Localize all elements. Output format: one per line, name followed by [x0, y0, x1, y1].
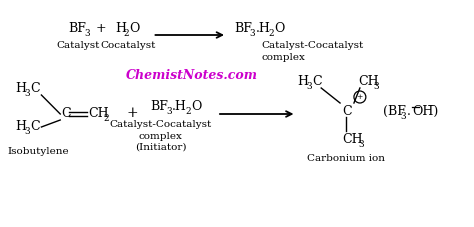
- Text: (Initiator): (Initiator): [135, 143, 186, 152]
- Text: +: +: [96, 22, 106, 35]
- Text: H: H: [16, 82, 27, 95]
- Text: 3: 3: [358, 140, 364, 149]
- Text: 2: 2: [185, 107, 191, 116]
- Text: +: +: [127, 106, 138, 120]
- Text: Catalyst: Catalyst: [56, 41, 100, 50]
- Text: BF: BF: [234, 22, 252, 35]
- Text: 3: 3: [84, 29, 90, 38]
- Text: CH: CH: [358, 75, 379, 88]
- Text: (BF: (BF: [383, 105, 406, 118]
- Text: complex: complex: [138, 132, 182, 141]
- Text: .H: .H: [173, 100, 187, 113]
- Text: C: C: [30, 82, 40, 95]
- Text: CH: CH: [342, 133, 363, 146]
- Text: 3: 3: [374, 82, 379, 91]
- Text: Isobutylene: Isobutylene: [8, 147, 69, 156]
- Text: C: C: [342, 105, 352, 118]
- Text: C: C: [61, 107, 71, 120]
- Text: Catalyst-Cocatalyst: Catalyst-Cocatalyst: [262, 41, 364, 50]
- Text: C: C: [30, 120, 40, 133]
- Text: +: +: [357, 93, 363, 101]
- Text: O: O: [130, 22, 140, 35]
- Text: 3: 3: [306, 82, 312, 91]
- Text: 3: 3: [25, 127, 30, 136]
- Text: CH: CH: [88, 107, 109, 120]
- Text: Carbonium ion: Carbonium ion: [307, 154, 385, 163]
- Text: .: .: [407, 105, 410, 118]
- Text: Cocatalyst: Cocatalyst: [100, 41, 155, 50]
- Text: C: C: [312, 75, 322, 88]
- Text: .H: .H: [255, 22, 271, 35]
- Text: 3: 3: [166, 107, 172, 116]
- Text: BF: BF: [151, 100, 168, 113]
- Text: H: H: [115, 22, 126, 35]
- Text: BF: BF: [68, 22, 86, 35]
- Text: −: −: [427, 103, 436, 111]
- Text: 3: 3: [25, 89, 30, 98]
- Text: 2: 2: [124, 29, 129, 38]
- Text: O: O: [274, 22, 285, 35]
- Text: ChemistNotes.com: ChemistNotes.com: [126, 69, 258, 82]
- Text: H: H: [297, 75, 309, 88]
- Text: Catalyst-Cocatalyst: Catalyst-Cocatalyst: [109, 120, 211, 129]
- Text: 3: 3: [250, 29, 255, 38]
- Text: O: O: [191, 100, 201, 113]
- Text: H: H: [16, 120, 27, 133]
- Text: 2: 2: [269, 29, 274, 38]
- Text: complex: complex: [262, 53, 306, 62]
- Text: OH): OH): [412, 105, 439, 118]
- Text: 2: 2: [104, 114, 109, 123]
- Text: 3: 3: [401, 112, 406, 121]
